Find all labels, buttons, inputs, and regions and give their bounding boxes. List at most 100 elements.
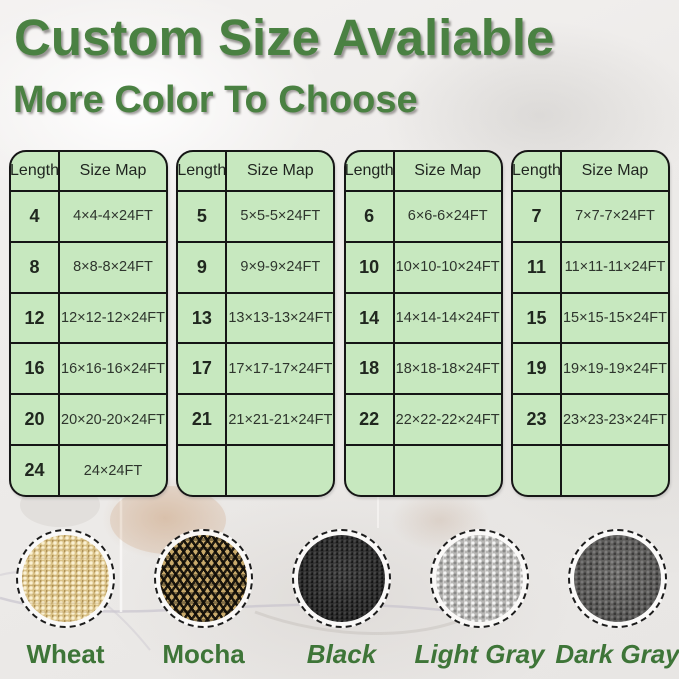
fabric-sample-mocha xyxy=(160,535,247,622)
length-cell: 9 xyxy=(178,242,228,292)
table-row: 22 22×22-22×24FT xyxy=(345,393,501,445)
length-header-cell: Length xyxy=(11,152,60,190)
table-row: 14 14×14-14×24FT xyxy=(345,291,501,343)
table-row: 10 10×10-10×24FT xyxy=(345,240,501,292)
table-header-row: Length Size Map xyxy=(513,152,668,190)
size-cell: 5×5-5×24FT xyxy=(240,208,321,225)
size-cell: 4×4-4×24FT xyxy=(73,208,153,225)
table-row: 17 17×17-17×24FT xyxy=(178,342,334,394)
table-row: 20 20×20-20×24FT xyxy=(11,393,166,445)
size-cell xyxy=(395,446,501,495)
fabric-sample-light-gray xyxy=(436,535,523,622)
swatch-light-gray: Light Gray xyxy=(415,529,545,667)
length-cell: 20 xyxy=(11,395,60,445)
swatch-label-dark-gray: Dark Gray xyxy=(555,639,679,669)
size-cell: 14×14-14×24FT xyxy=(395,310,500,327)
table-row: 7 7×7-7×24FT xyxy=(512,190,668,241)
size-table-3: Length Size Map 6 6×6-6×24FT 10 10×10-10×24FT… xyxy=(343,150,503,497)
table-row: 24 24×24FT xyxy=(11,444,166,495)
swatch-dark-gray: Dark Gray xyxy=(555,529,679,667)
size-cell: 13×13-13×24FT xyxy=(228,310,333,327)
size-cell: 19×19-19×24FT xyxy=(562,360,667,377)
length-header-cell: Length xyxy=(513,152,562,190)
table-row: 4 4×4-4×24FT xyxy=(11,190,166,241)
size-cell: 11×11-11×24FT xyxy=(564,259,666,276)
size-cell: 17×17-17×24FT xyxy=(228,360,333,377)
length-cell: 23 xyxy=(513,395,562,445)
size-cell: 15×15-15×24FT xyxy=(562,310,667,327)
length-header-cell: Length xyxy=(178,152,228,190)
length-cell: 6 xyxy=(346,192,395,241)
table-row: 18 18×18-18×24FT xyxy=(345,342,501,394)
length-cell: 21 xyxy=(178,395,228,445)
length-cell: 17 xyxy=(178,344,228,394)
swatch-ring-black xyxy=(292,529,391,628)
table-row: 23 23×23-23×24FT xyxy=(512,393,668,445)
table-row: 11 11×11-11×24FT xyxy=(512,240,668,292)
length-cell: 19 xyxy=(513,344,562,394)
table-header-row: Length Size Map xyxy=(178,152,333,190)
size-cell xyxy=(562,446,668,495)
size-cell: 23×23-23×24FT xyxy=(562,411,667,428)
table-row: 9 9×9-9×24FT xyxy=(178,240,334,292)
size-table-2: Length Size Map 5 5×5-5×24FT 9 9×9-9×24FT 13 13… xyxy=(176,150,336,497)
size-cell: 21×21-21×24FT xyxy=(228,411,333,428)
length-cell: 22 xyxy=(346,395,395,445)
size-map-header-cell: Size Map xyxy=(79,162,147,179)
length-cell: 15 xyxy=(513,293,562,343)
table-row: 19 19×19-19×24FT xyxy=(512,342,668,394)
size-map-header-cell: Size Map xyxy=(581,162,649,179)
length-cell: 18 xyxy=(346,344,395,394)
length-cell: 12 xyxy=(11,293,60,343)
length-header-cell: Length xyxy=(346,152,395,190)
swatch-label-black: Black xyxy=(306,639,377,669)
fabric-sample-dark-gray xyxy=(574,535,661,622)
size-cell: 12×12-12×24FT xyxy=(61,310,165,327)
table-row: 15 15×15-15×24FT xyxy=(512,291,668,343)
size-cell: 20×20-20×24FT xyxy=(61,411,165,428)
length-cell: 7 xyxy=(513,192,562,241)
size-cell: 24×24FT xyxy=(83,462,143,479)
length-cell: 4 xyxy=(11,192,60,241)
size-cell: 18×18-18×24FT xyxy=(395,360,500,377)
swatch-wheat: Wheat xyxy=(16,529,115,667)
length-cell: 8 xyxy=(11,242,60,292)
fabric-sample-black xyxy=(298,535,385,622)
page-subtitle: More Color To Choose xyxy=(13,79,418,121)
table-header-row: Length Size Map xyxy=(346,152,501,190)
table-row: 16 16×16-16×24FT xyxy=(11,342,166,394)
length-cell: 13 xyxy=(178,293,228,343)
size-table-1: Length Size Map 4 4×4-4×24FT 8 8×8-8×24FT 12 12… xyxy=(9,150,168,497)
swatch-label-wheat: Wheat xyxy=(26,639,105,669)
size-tables: Length Size Map 4 4×4-4×24FT 8 8×8-8×24FT 12 12… xyxy=(0,150,679,497)
length-cell: 14 xyxy=(346,293,395,343)
length-cell: 16 xyxy=(11,344,60,394)
fabric-sample-wheat xyxy=(22,535,109,622)
size-cell: 7×7-7×24FT xyxy=(575,208,655,225)
length-cell xyxy=(346,446,395,495)
swatch-ring-mocha xyxy=(154,529,253,628)
swatch-ring-dark-gray xyxy=(568,529,667,628)
swatch-black: Black xyxy=(292,529,391,667)
size-cell: 8×8-8×24FT xyxy=(73,259,153,276)
swatch-ring-wheat xyxy=(16,529,115,628)
table-row xyxy=(178,444,334,495)
table-row: 12 12×12-12×24FT xyxy=(11,291,166,343)
length-cell: 11 xyxy=(513,242,562,292)
swatch-label-mocha: Mocha xyxy=(162,639,245,669)
length-cell xyxy=(178,446,228,495)
table-header-row: Length Size Map xyxy=(11,152,166,190)
table-row: 21 21×21-21×24FT xyxy=(178,393,334,445)
table-row: 13 13×13-13×24FT xyxy=(178,291,334,343)
size-cell: 9×9-9×24FT xyxy=(240,259,321,276)
size-map-header-cell: Size Map xyxy=(246,162,314,179)
table-row xyxy=(345,444,501,495)
length-cell: 10 xyxy=(346,242,395,292)
size-table-4: Length Size Map 7 7×7-7×24FT 11 11×11-11×24FT… xyxy=(510,150,670,497)
table-row: 5 5×5-5×24FT xyxy=(178,190,334,241)
length-cell xyxy=(513,446,562,495)
size-cell xyxy=(227,446,333,495)
length-cell: 5 xyxy=(178,192,228,241)
swatch-ring-light-gray xyxy=(430,529,529,628)
